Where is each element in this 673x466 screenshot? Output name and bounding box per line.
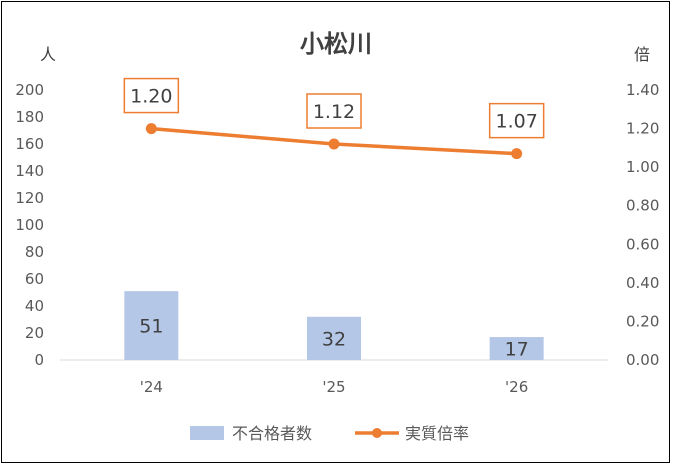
bar-data-label: 17: [505, 339, 529, 361]
bar: [307, 316, 361, 360]
line-data-label: 1.12: [313, 101, 355, 123]
right-axis-tick: 1.20: [626, 120, 659, 138]
left-axis-tick: 100: [15, 216, 44, 234]
bar-data-label: 32: [322, 328, 346, 350]
line-point: [145, 123, 157, 135]
line-data-label: 1.20: [130, 86, 172, 108]
line-data-label-box: [123, 77, 180, 114]
legend-label-line: 実質倍率: [405, 424, 469, 443]
left-axis-tick: 80: [25, 243, 44, 261]
bar: [489, 337, 544, 360]
right-axis-tick: 0.00: [626, 351, 659, 369]
right-axis-tick: 0.60: [626, 235, 659, 253]
line-point: [328, 138, 340, 150]
left-axis-tick: 60: [25, 270, 44, 288]
line-data-label: 1.07: [496, 111, 538, 133]
x-axis-tick: '26: [505, 378, 528, 396]
line-point: [511, 148, 523, 160]
x-axis-tick: '24: [140, 378, 163, 396]
left-axis-tick: 20: [25, 324, 44, 342]
left-axis-tick: 160: [15, 135, 44, 153]
chart-title: 小松川: [300, 30, 372, 58]
right-axis-unit: 倍: [634, 45, 650, 64]
legend-swatch-marker: [372, 428, 382, 438]
right-axis-tick: 0.40: [626, 274, 659, 292]
bar: [124, 291, 179, 360]
line-data-label-box: [488, 102, 545, 139]
right-axis-tick: 1.00: [626, 158, 659, 176]
left-axis-unit: 人: [40, 45, 56, 64]
bar-data-label: 51: [139, 316, 163, 338]
left-axis-tick: 120: [15, 189, 44, 207]
left-axis-tick: 200: [15, 81, 44, 99]
legend: 不合格者数 実質倍率: [190, 424, 469, 443]
left-axis-tick: 40: [25, 297, 44, 315]
right-axis-tick: 1.40: [626, 81, 659, 99]
left-axis-tick: 140: [15, 162, 44, 180]
right-axis-tick: 0.80: [626, 197, 659, 215]
right-axis-tick: 0.20: [626, 312, 659, 330]
line-data-label-box: [306, 93, 362, 129]
left-axis-tick: 0: [34, 351, 44, 369]
legend-swatch-bars: [190, 426, 224, 440]
x-axis-tick: '25: [322, 378, 345, 396]
left-axis-tick: 180: [15, 108, 44, 126]
legend-label-bars: 不合格者数: [232, 424, 312, 443]
